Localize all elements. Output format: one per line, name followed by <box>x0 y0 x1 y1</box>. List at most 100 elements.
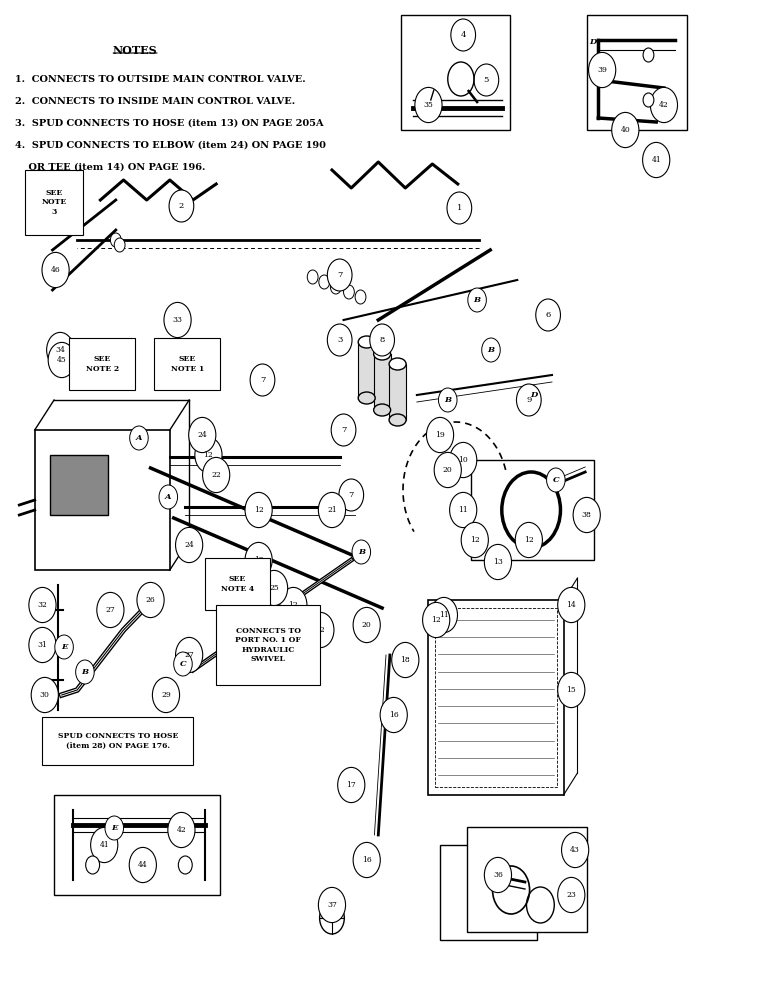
Circle shape <box>31 677 59 713</box>
Text: E: E <box>111 824 117 832</box>
Circle shape <box>152 677 180 713</box>
Circle shape <box>318 887 346 923</box>
Text: 8: 8 <box>380 336 384 344</box>
FancyBboxPatch shape <box>471 460 594 560</box>
Text: 42: 42 <box>659 101 669 109</box>
Text: OR TEE (item 14) ON PAGE 196.: OR TEE (item 14) ON PAGE 196. <box>15 163 206 172</box>
Text: 4: 4 <box>460 31 466 39</box>
Circle shape <box>449 442 477 478</box>
Text: 41: 41 <box>652 156 661 164</box>
Text: 31: 31 <box>38 641 47 649</box>
Text: 23: 23 <box>567 891 576 899</box>
Text: 16: 16 <box>389 711 398 719</box>
Text: 20: 20 <box>443 466 452 474</box>
FancyBboxPatch shape <box>35 430 170 570</box>
Text: SEE
NOTE 2: SEE NOTE 2 <box>86 355 119 373</box>
Text: 9: 9 <box>527 396 531 404</box>
Circle shape <box>86 856 100 874</box>
Text: C: C <box>180 660 186 668</box>
Text: 12: 12 <box>254 556 263 564</box>
Circle shape <box>430 597 458 633</box>
Text: 28: 28 <box>266 636 275 644</box>
FancyBboxPatch shape <box>205 558 270 610</box>
Circle shape <box>137 582 164 618</box>
Text: 22: 22 <box>212 471 221 479</box>
Text: 12: 12 <box>432 616 441 624</box>
Circle shape <box>195 437 222 473</box>
Circle shape <box>643 48 654 62</box>
Text: 14: 14 <box>567 601 576 609</box>
Circle shape <box>307 270 318 284</box>
Text: 40: 40 <box>621 126 630 134</box>
Text: 38: 38 <box>582 511 591 519</box>
Circle shape <box>353 842 381 878</box>
FancyBboxPatch shape <box>50 455 108 515</box>
Text: B: B <box>357 548 365 556</box>
FancyBboxPatch shape <box>389 364 406 420</box>
Circle shape <box>330 280 341 294</box>
FancyBboxPatch shape <box>216 605 320 685</box>
Text: 7: 7 <box>337 271 342 279</box>
Text: SEE
NOTE
3: SEE NOTE 3 <box>42 189 67 216</box>
Text: 7: 7 <box>260 376 265 384</box>
Text: 34: 34 <box>56 346 65 354</box>
Text: D: D <box>589 38 597 46</box>
Circle shape <box>164 302 191 338</box>
Text: 24: 24 <box>198 431 207 439</box>
Circle shape <box>449 492 477 528</box>
Circle shape <box>474 64 499 96</box>
Text: 12: 12 <box>204 451 213 459</box>
FancyBboxPatch shape <box>54 795 220 895</box>
Text: 2.  CONNECTS TO INSIDE MAIN CONTROL VALVE.: 2. CONNECTS TO INSIDE MAIN CONTROL VALVE… <box>15 97 296 106</box>
Text: 27: 27 <box>185 651 194 659</box>
Text: C: C <box>553 476 559 484</box>
Text: 1: 1 <box>457 204 462 212</box>
Text: 42: 42 <box>177 826 186 834</box>
Text: 18: 18 <box>401 656 410 664</box>
Text: 3: 3 <box>337 336 342 344</box>
Circle shape <box>380 697 408 733</box>
Circle shape <box>516 384 541 416</box>
Circle shape <box>484 544 512 580</box>
Text: CONNECTS TO
PORT NO. 1 OF
HYDRAULIC
SWIVEL: CONNECTS TO PORT NO. 1 OF HYDRAULIC SWIV… <box>235 627 301 663</box>
Text: B: B <box>487 346 495 354</box>
Text: D: D <box>530 391 538 399</box>
Circle shape <box>64 348 75 362</box>
Circle shape <box>260 570 288 606</box>
Text: 27: 27 <box>106 606 115 614</box>
Text: 3.  SPUD CONNECTS TO HOSE (item 13) ON PAGE 205A: 3. SPUD CONNECTS TO HOSE (item 13) ON PA… <box>15 119 324 128</box>
Circle shape <box>461 522 489 558</box>
Text: 32: 32 <box>38 601 47 609</box>
Text: 7: 7 <box>349 491 354 499</box>
Circle shape <box>90 827 118 863</box>
FancyBboxPatch shape <box>69 338 135 390</box>
Circle shape <box>438 388 457 412</box>
Circle shape <box>484 857 512 893</box>
Circle shape <box>168 812 195 848</box>
Text: SEE
NOTE 4: SEE NOTE 4 <box>221 575 254 593</box>
Text: B: B <box>444 396 452 404</box>
Text: 43: 43 <box>571 846 580 854</box>
Text: SPUD CONNECTS TO HOSE
(item 28) ON PAGE 176.: SPUD CONNECTS TO HOSE (item 28) ON PAGE … <box>58 732 178 750</box>
Circle shape <box>536 299 560 331</box>
Text: 6: 6 <box>546 311 550 319</box>
Text: 45: 45 <box>57 356 66 364</box>
Circle shape <box>245 542 273 578</box>
FancyBboxPatch shape <box>154 338 220 390</box>
Circle shape <box>557 672 585 708</box>
Circle shape <box>129 847 157 883</box>
Text: 33: 33 <box>173 316 182 324</box>
Circle shape <box>319 275 330 289</box>
Text: SEE
NOTE 1: SEE NOTE 1 <box>171 355 204 373</box>
Text: 17: 17 <box>347 781 356 789</box>
Text: 41: 41 <box>100 841 109 849</box>
Text: 12: 12 <box>316 626 325 634</box>
Circle shape <box>178 856 192 874</box>
Text: 4.  SPUD CONNECTS TO ELBOW (item 24) ON PAGE 190: 4. SPUD CONNECTS TO ELBOW (item 24) ON P… <box>15 141 327 150</box>
Text: A: A <box>165 493 171 501</box>
Circle shape <box>642 142 670 178</box>
Text: 2: 2 <box>179 202 184 210</box>
Circle shape <box>352 540 371 564</box>
Text: 30: 30 <box>40 691 49 699</box>
Text: 39: 39 <box>598 66 607 74</box>
